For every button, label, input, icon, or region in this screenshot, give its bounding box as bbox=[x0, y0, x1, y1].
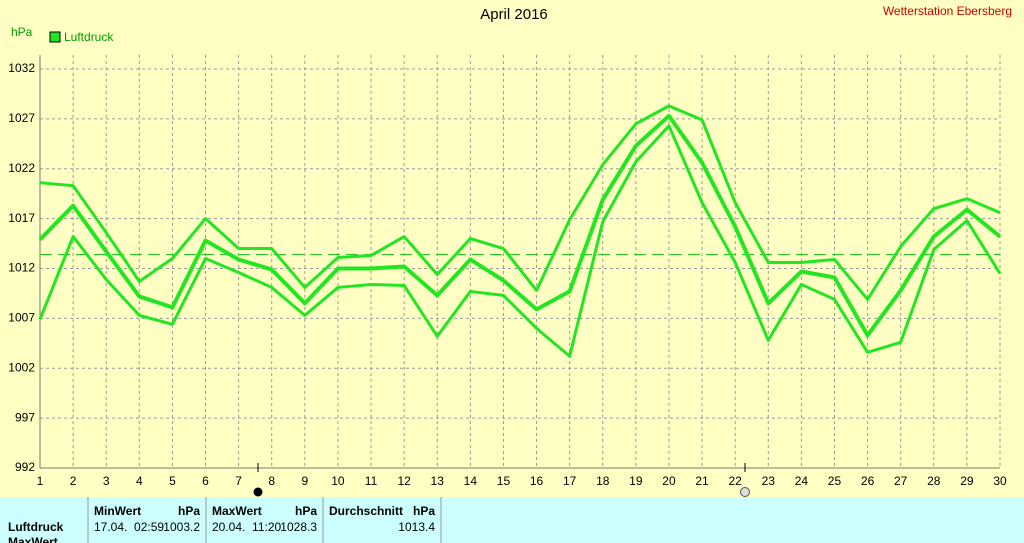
y-tick-label: 1002 bbox=[8, 360, 35, 374]
column-header: Durchschnitt bbox=[329, 504, 403, 518]
legend-swatch bbox=[49, 31, 61, 43]
column-unit: hPa bbox=[178, 504, 200, 518]
y-tick-label: 1022 bbox=[8, 161, 35, 175]
row-label: MaxWert bbox=[8, 535, 58, 543]
line-series bbox=[38, 124, 1002, 358]
x-tick-label: 21 bbox=[695, 474, 709, 488]
line-series bbox=[39, 104, 1001, 301]
row-label: Luftdruck bbox=[8, 520, 64, 534]
column-unit: hPa bbox=[413, 504, 435, 518]
x-tick-label: 9 bbox=[301, 474, 308, 488]
column-header: MinWert bbox=[94, 504, 141, 518]
y-tick-label: 1017 bbox=[8, 211, 35, 225]
x-tick-label: 16 bbox=[530, 474, 544, 488]
y-tick-label: 1032 bbox=[8, 61, 35, 75]
x-tick-label: 3 bbox=[103, 474, 110, 488]
x-tick-label: 1 bbox=[37, 474, 44, 488]
column-unit: hPa bbox=[295, 504, 317, 518]
x-tick-label: 25 bbox=[828, 474, 842, 488]
legend-label: Luftdruck bbox=[64, 30, 114, 44]
chart-background bbox=[0, 0, 1024, 497]
x-tick-label: 30 bbox=[993, 474, 1007, 488]
x-tick-label: 5 bbox=[169, 474, 176, 488]
y-tick-label: 1007 bbox=[8, 311, 35, 325]
chart-title: April 2016 bbox=[480, 6, 548, 23]
x-tick-label: 12 bbox=[397, 474, 411, 488]
x-tick-label: 27 bbox=[894, 474, 908, 488]
x-tick-label: 23 bbox=[762, 474, 776, 488]
stat-time: 17.04. 02:59 bbox=[94, 520, 164, 534]
x-tick-label: 19 bbox=[629, 474, 643, 488]
x-tick-label: 13 bbox=[431, 474, 445, 488]
x-tick-label: 8 bbox=[268, 474, 275, 488]
x-tick-label: 15 bbox=[497, 474, 511, 488]
y-tick-label: 1012 bbox=[8, 261, 35, 275]
stat-value: 1013.4 bbox=[398, 520, 435, 534]
x-tick-label: 10 bbox=[331, 474, 345, 488]
moon-icon bbox=[740, 487, 750, 497]
station-name: Wetterstation Ebersberg bbox=[883, 4, 1012, 18]
x-tick-label: 28 bbox=[927, 474, 941, 488]
x-tick-label: 7 bbox=[235, 474, 242, 488]
x-tick-label: 22 bbox=[728, 474, 742, 488]
stat-value: 1028.3 bbox=[280, 520, 317, 534]
x-tick-label: 29 bbox=[960, 474, 974, 488]
x-tick-label: 6 bbox=[202, 474, 209, 488]
x-tick-label: 14 bbox=[464, 474, 478, 488]
stats-panel bbox=[0, 497, 1024, 543]
line-series bbox=[38, 113, 1002, 338]
y-tick-label: 1027 bbox=[8, 111, 35, 125]
moon-icon bbox=[253, 487, 263, 497]
x-tick-label: 17 bbox=[563, 474, 577, 488]
x-tick-label: 4 bbox=[136, 474, 143, 488]
y-tick-label: 997 bbox=[15, 410, 35, 424]
x-tick-label: 20 bbox=[662, 474, 676, 488]
x-tick-label: 24 bbox=[795, 474, 809, 488]
x-tick-label: 11 bbox=[365, 474, 378, 488]
column-header: MaxWert bbox=[212, 504, 262, 518]
stat-value: 1003.2 bbox=[163, 520, 200, 534]
x-tick-label: 18 bbox=[596, 474, 610, 488]
y-tick-label: 992 bbox=[15, 460, 35, 474]
y-axis-label: hPa bbox=[11, 25, 33, 39]
x-tick-label: 2 bbox=[70, 474, 77, 488]
stat-time: 20.04. 11:20 bbox=[212, 520, 281, 534]
x-tick-label: 26 bbox=[861, 474, 875, 488]
